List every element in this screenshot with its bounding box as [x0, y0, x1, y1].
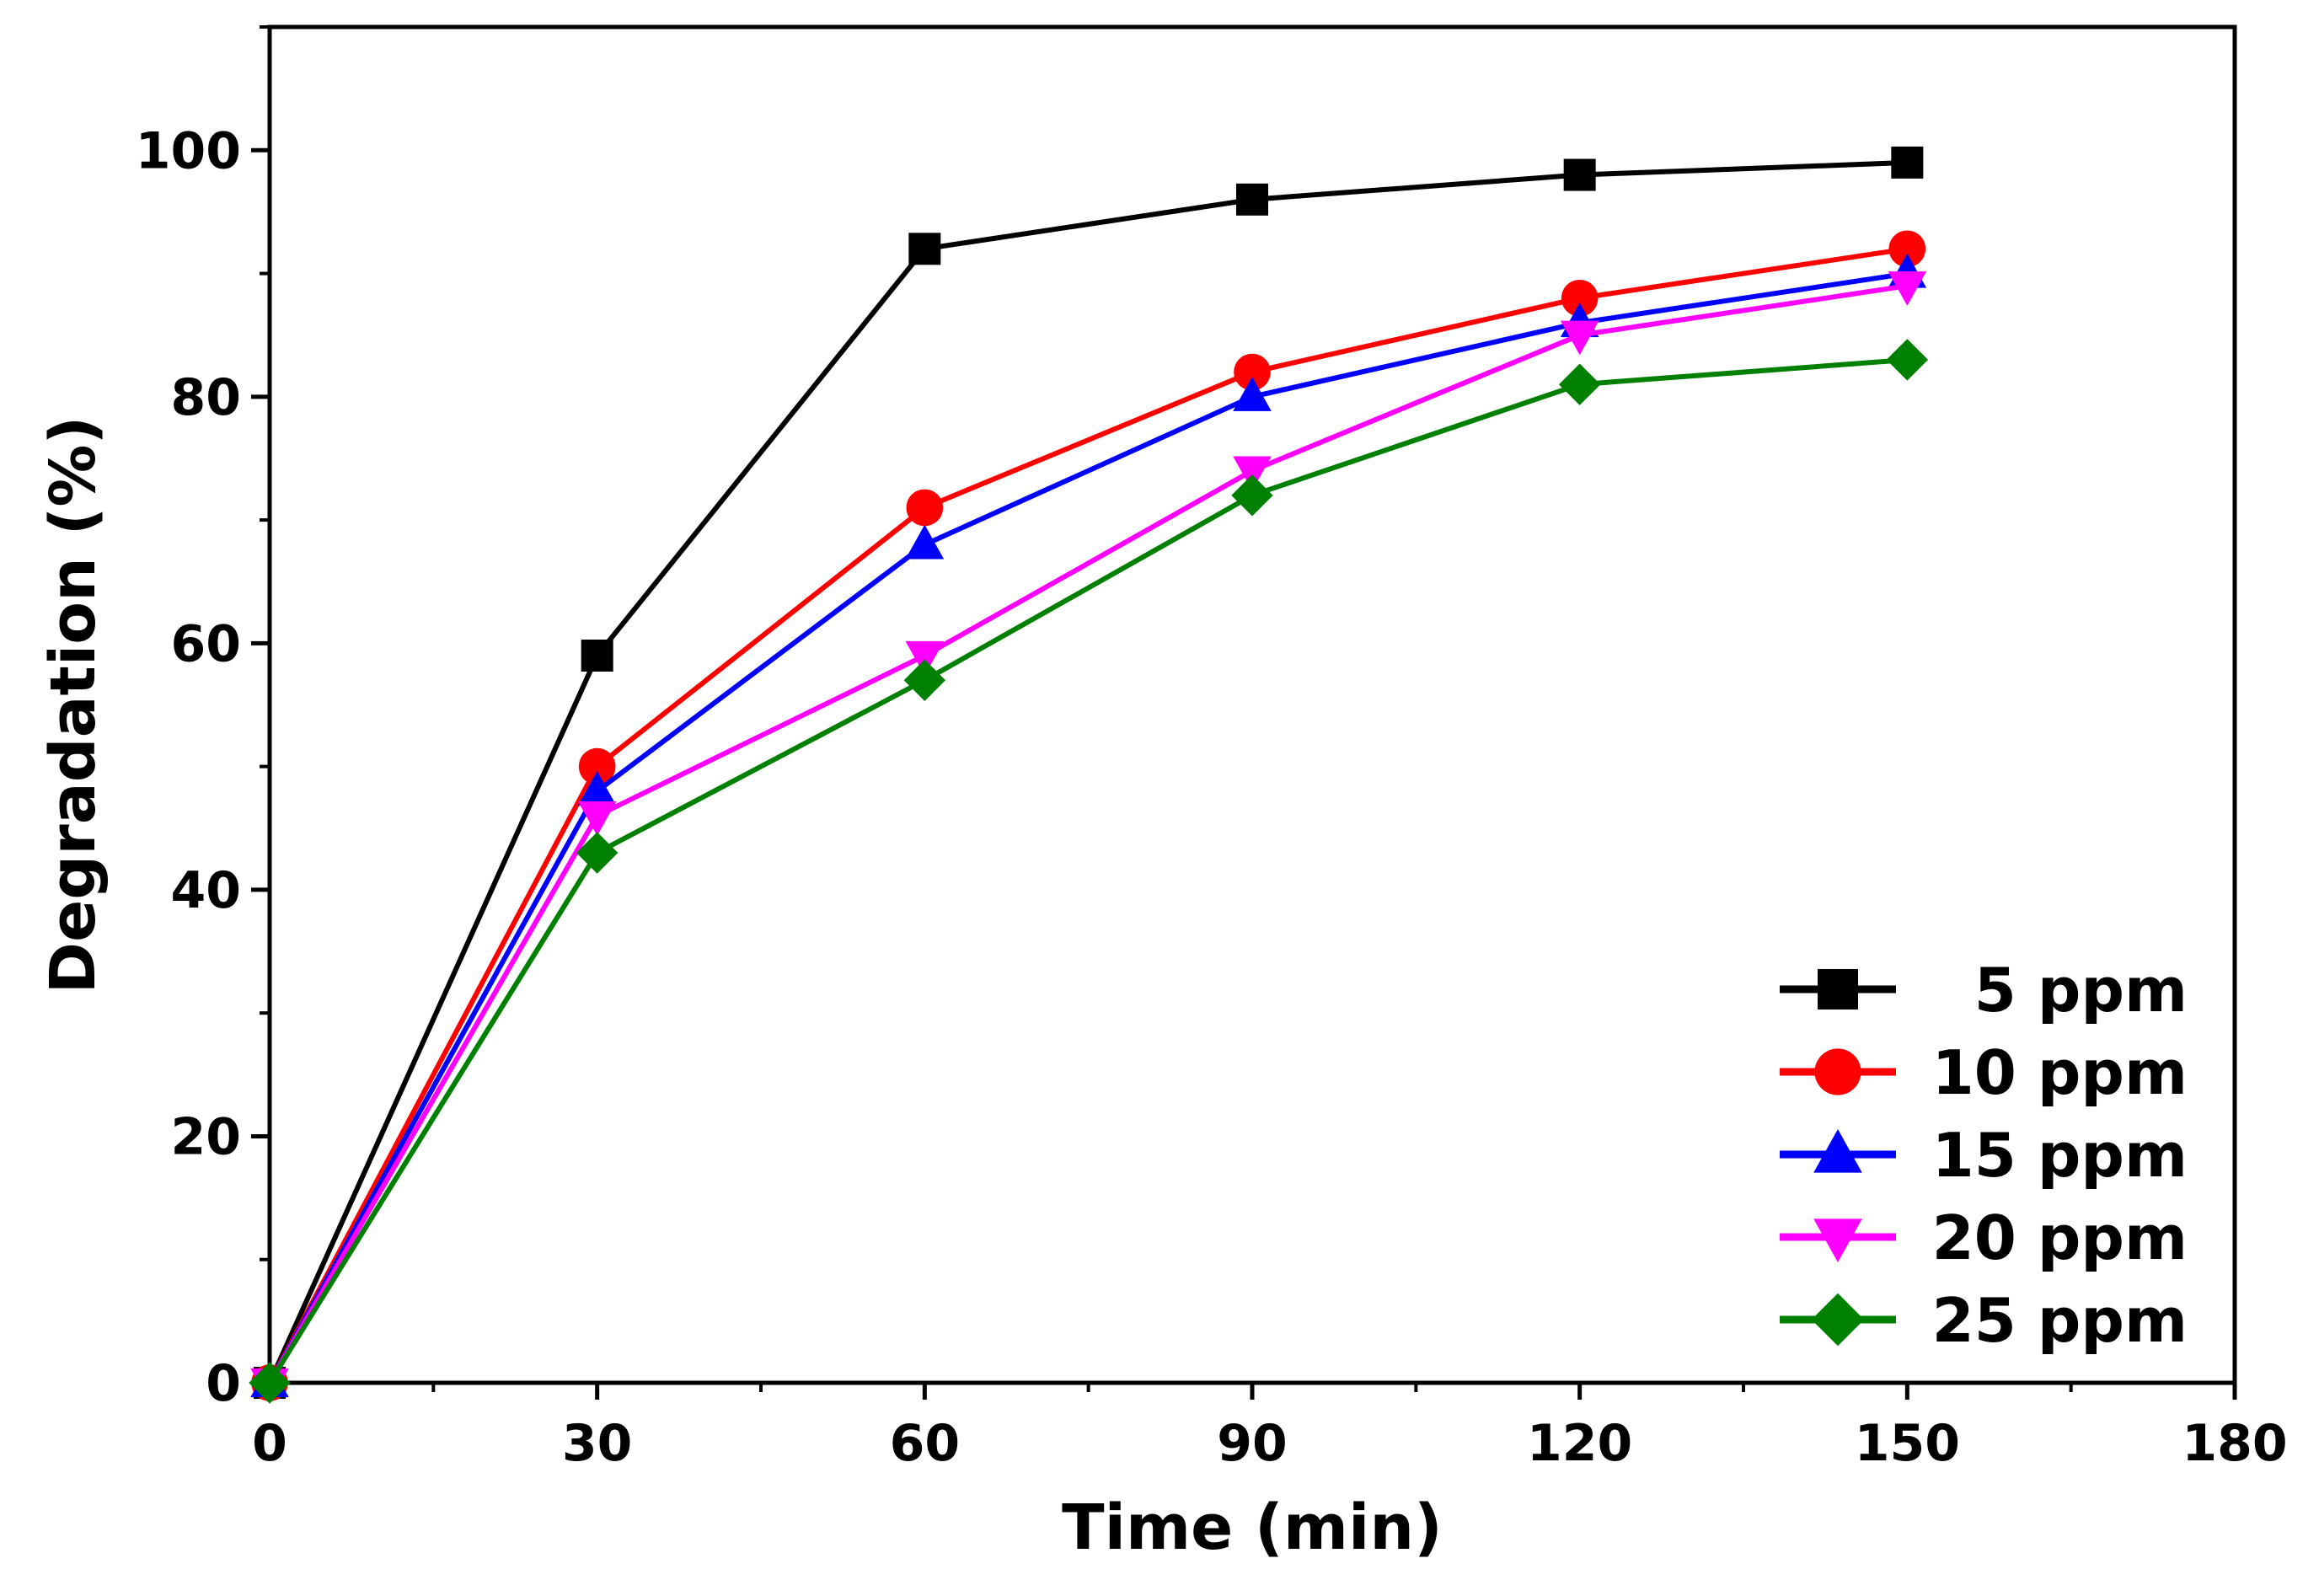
y-tick-label: 40 — [171, 861, 242, 920]
legend-swatch-marker — [1818, 969, 1858, 1010]
series-15-ppm — [250, 253, 1927, 1398]
data-point — [577, 801, 617, 836]
legend-label: 10 ppm — [1932, 1037, 2188, 1108]
data-point — [906, 489, 944, 527]
data-point — [1233, 456, 1272, 491]
axes: 0 30 60 90 120 150 180 0 20 40 60 80 100 — [136, 24, 2288, 1473]
x-tick-label: 120 — [1527, 1414, 1632, 1473]
x-tick-label: 30 — [562, 1414, 633, 1473]
y-tick-label: 80 — [171, 368, 242, 427]
legend-item: 5 ppm — [1780, 955, 2188, 1026]
data-point — [1233, 377, 1272, 411]
data-point — [249, 1362, 291, 1404]
legend-item: 15 ppm — [1780, 1120, 2188, 1191]
y-tick-label: 0 — [206, 1354, 241, 1413]
x-tick-label: 150 — [1855, 1414, 1960, 1473]
series-5-ppm — [254, 146, 1924, 1399]
data-point — [905, 524, 945, 560]
data-point — [1886, 339, 1929, 381]
data-point — [905, 640, 945, 676]
legend-label: 5 ppm — [1974, 955, 2188, 1026]
data-point — [903, 659, 946, 701]
data-point — [1560, 320, 1599, 356]
x-tick-label: 0 — [252, 1414, 287, 1473]
x-axis-title: Time (min) — [1062, 1492, 1443, 1564]
data-point — [1888, 230, 1926, 268]
series-line — [267, 270, 1908, 1384]
legend-swatch-marker — [1811, 1293, 1865, 1347]
legend-swatch-marker — [1813, 1218, 1862, 1262]
data-point — [1888, 271, 1927, 306]
series-25-ppm — [249, 339, 1929, 1404]
legend-item: 25 ppm — [1780, 1285, 2188, 1356]
legend-item: 20 ppm — [1780, 1202, 2188, 1273]
data-point — [1234, 353, 1271, 391]
y-tick-label: 100 — [136, 121, 241, 180]
series-line — [267, 246, 1908, 1384]
legend-swatch-marker — [1814, 1048, 1861, 1095]
series-line — [267, 159, 1908, 1384]
legend-label: 15 ppm — [1932, 1120, 2188, 1191]
data-point — [1231, 474, 1273, 517]
series-10-ppm — [251, 230, 1926, 1401]
data-point — [578, 747, 616, 785]
x-tick-label: 180 — [2182, 1414, 2287, 1473]
data-point — [1558, 363, 1601, 405]
series-group — [249, 146, 1929, 1404]
x-tick-label: 90 — [1217, 1414, 1288, 1473]
legend-swatch-marker — [1813, 1129, 1862, 1173]
y-tick-label: 60 — [171, 614, 242, 673]
data-point — [581, 639, 613, 672]
data-point — [576, 832, 619, 874]
data-point — [1236, 183, 1268, 216]
y-tick-label: 20 — [171, 1107, 242, 1166]
data-point — [1563, 158, 1596, 191]
data-point — [908, 233, 941, 265]
legend: 5 ppm 10 ppm 15 ppm 20 ppm 25 ppm — [1780, 955, 2188, 1356]
series-line — [267, 356, 1908, 1384]
legend-label: 20 ppm — [1932, 1202, 2188, 1273]
legend-label: 25 ppm — [1932, 1285, 2188, 1356]
data-point — [1891, 146, 1924, 179]
x-tick-label: 60 — [890, 1414, 961, 1473]
y-axis-title: Degradation (%) — [37, 416, 110, 994]
data-point — [577, 771, 617, 806]
legend-item: 10 ppm — [1780, 1037, 2188, 1108]
series-line — [267, 283, 1908, 1384]
data-point — [1561, 279, 1599, 317]
